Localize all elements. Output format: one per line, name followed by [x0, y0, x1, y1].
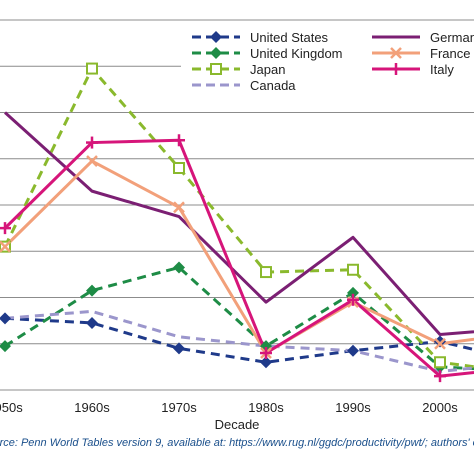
series-line-japan: [3, 67, 474, 369]
source-note: Source: Penn World Tables version 9, ava…: [0, 437, 474, 449]
data-point-united-states: [347, 344, 359, 357]
x-axis-ticks: 1950s 1960s 1970s 1980s 1990s 2000s: [0, 400, 458, 415]
x-tick-label: 1960s: [74, 400, 110, 415]
data-point-italy: [0, 222, 11, 235]
data-point-united-kingdom: [347, 286, 359, 299]
legend-label-united-kingdom: United Kingdom: [250, 46, 343, 61]
data-point-italy: [173, 134, 185, 147]
x-tick-label: 1950s: [0, 400, 23, 415]
legend-label-canada: Canada: [250, 78, 296, 93]
data-point-france: [434, 337, 446, 350]
data-point-united-states: [0, 312, 11, 325]
series-lines: [3, 67, 474, 378]
data-point-italy: [260, 347, 272, 359]
legend-marker-united-kingdom: [210, 47, 222, 59]
data-point-japan: [260, 266, 272, 279]
data-point-italy: [347, 293, 359, 306]
data-point-france: [173, 201, 185, 214]
data-point-united-states: [260, 356, 272, 369]
data-point-france: [0, 240, 11, 253]
data-point-united-kingdom: [0, 340, 11, 353]
x-tick-label: 2000s: [422, 400, 458, 415]
gridlines: [0, 19, 474, 391]
data-point-italy: [86, 136, 98, 149]
data-point-united-kingdom: [173, 261, 185, 274]
legend-label-united-states: United States: [250, 30, 329, 45]
data-point-france: [86, 155, 98, 167]
data-point-japan: [86, 62, 98, 75]
legend-label-japan: Japan: [250, 62, 285, 77]
legend-label-france: France: [430, 46, 470, 61]
series-line-germany: [3, 111, 474, 336]
legend-marker-united-states: [210, 31, 222, 43]
data-point-united-states: [86, 316, 98, 329]
data-point-united-states: [173, 342, 185, 355]
legend-marker-italy: [390, 63, 402, 75]
data-point-japan: [173, 162, 185, 174]
data-point-italy: [434, 370, 446, 383]
data-point-japan: [434, 356, 446, 369]
legend-marker-japan: [210, 63, 222, 75]
data-point-japan: [347, 263, 359, 276]
legend-label-germany: German: [430, 30, 474, 45]
series-line-france: [3, 159, 474, 355]
data-point-united-states: [434, 335, 446, 348]
series-line-united-kingdom: [4, 265, 474, 371]
x-tick-label: 1990s: [335, 400, 371, 415]
x-axis-title: Decade: [215, 417, 260, 432]
x-tick-label: 1970s: [161, 400, 197, 415]
legend-label-italy: Italy: [430, 62, 454, 77]
x-tick-label: 1980s: [248, 400, 284, 415]
legend-background: [181, 22, 474, 94]
data-point-united-kingdom: [86, 284, 98, 297]
legend-marker-france: [390, 47, 402, 59]
series-markers: [0, 62, 446, 383]
